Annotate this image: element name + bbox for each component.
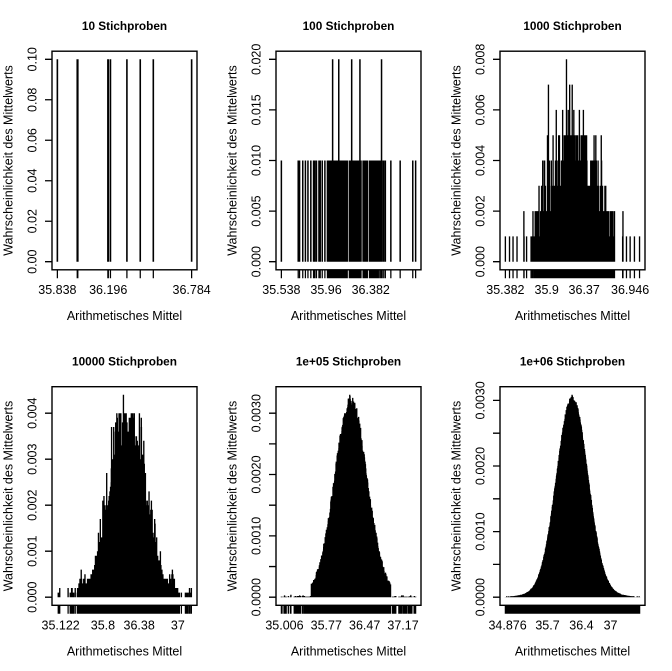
svg-text:35.77: 35.77: [311, 619, 342, 633]
svg-text:0.04: 0.04: [26, 169, 40, 193]
svg-text:0.020: 0.020: [250, 44, 264, 75]
svg-text:Wahrscheinlichkeit des Mittelw: Wahrscheinlichkeit des Mittelwerts: [226, 65, 240, 256]
svg-text:35.9: 35.9: [535, 283, 559, 297]
svg-text:1e+05 Stichproben: 1e+05 Stichproben: [296, 355, 401, 369]
svg-text:0.0020: 0.0020: [250, 455, 264, 493]
svg-text:0.0000: 0.0000: [474, 578, 488, 616]
svg-text:0.005: 0.005: [250, 195, 264, 226]
svg-text:Arithmetisches Mittel: Arithmetisches Mittel: [291, 645, 406, 659]
svg-text:35.7: 35.7: [535, 619, 559, 633]
svg-text:0.004: 0.004: [474, 145, 488, 176]
svg-text:Wahrscheinlichkeit des Mittelw: Wahrscheinlichkeit des Mittelwerts: [226, 401, 240, 592]
svg-text:35.8: 35.8: [91, 619, 115, 633]
svg-text:0.0010: 0.0010: [250, 517, 264, 555]
svg-text:0.000: 0.000: [250, 246, 264, 277]
svg-text:1000 Stichproben: 1000 Stichproben: [523, 19, 621, 33]
svg-text:36.47: 36.47: [349, 619, 380, 633]
svg-text:0.003: 0.003: [26, 444, 40, 475]
svg-text:37: 37: [604, 619, 618, 633]
svg-text:Arithmetisches Mittel: Arithmetisches Mittel: [67, 645, 182, 659]
svg-text:35.96: 35.96: [310, 283, 341, 297]
svg-text:35.538: 35.538: [262, 283, 300, 297]
svg-text:Wahrscheinlichkeit des Mittelw: Wahrscheinlichkeit des Mittelwerts: [450, 401, 464, 592]
svg-text:0.000: 0.000: [26, 582, 40, 613]
svg-text:0.0000: 0.0000: [250, 578, 264, 616]
svg-text:37: 37: [171, 619, 185, 633]
svg-text:1e+06 Stichproben: 1e+06 Stichproben: [520, 355, 625, 369]
svg-text:Arithmetisches Mittel: Arithmetisches Mittel: [291, 309, 406, 323]
svg-text:10000 Stichproben: 10000 Stichproben: [72, 355, 177, 369]
svg-text:0.0030: 0.0030: [474, 381, 488, 419]
svg-text:0.008: 0.008: [474, 44, 488, 75]
svg-text:0.004: 0.004: [26, 398, 40, 429]
svg-text:10 Stichproben: 10 Stichproben: [82, 19, 167, 33]
svg-text:36.196: 36.196: [89, 283, 127, 297]
svg-text:0.010: 0.010: [250, 145, 264, 176]
svg-text:Arithmetisches Mittel: Arithmetisches Mittel: [67, 309, 182, 323]
svg-text:0.02: 0.02: [26, 209, 40, 233]
svg-text:35.382: 35.382: [486, 283, 524, 297]
svg-text:37.17: 37.17: [387, 619, 418, 633]
svg-text:Wahrscheinlichkeit des Mittelw: Wahrscheinlichkeit des Mittelwerts: [450, 65, 464, 256]
svg-text:0.000: 0.000: [474, 246, 488, 277]
svg-text:36.784: 36.784: [173, 283, 211, 297]
svg-text:0.00: 0.00: [26, 249, 40, 273]
svg-text:35.122: 35.122: [42, 619, 80, 633]
svg-text:36.946: 36.946: [611, 283, 649, 297]
svg-text:36.38: 36.38: [124, 619, 155, 633]
svg-text:0.015: 0.015: [250, 94, 264, 125]
svg-text:36.382: 36.382: [352, 283, 390, 297]
svg-text:0.002: 0.002: [26, 490, 40, 521]
svg-text:Wahrscheinlichkeit des Mittelw: Wahrscheinlichkeit des Mittelwerts: [2, 65, 16, 256]
svg-text:100 Stichproben: 100 Stichproben: [303, 19, 395, 33]
svg-text:35.838: 35.838: [38, 283, 76, 297]
svg-text:0.06: 0.06: [26, 128, 40, 152]
svg-text:0.0010: 0.0010: [474, 512, 488, 550]
svg-text:0.002: 0.002: [474, 195, 488, 226]
svg-text:0.0030: 0.0030: [250, 394, 264, 432]
svg-text:0.0020: 0.0020: [474, 447, 488, 485]
svg-text:0.10: 0.10: [26, 47, 40, 71]
svg-text:0.08: 0.08: [26, 88, 40, 112]
svg-text:0.006: 0.006: [474, 94, 488, 125]
svg-text:34.876: 34.876: [488, 619, 526, 633]
svg-text:Arithmetisches Mittel: Arithmetisches Mittel: [515, 309, 630, 323]
svg-text:36.37: 36.37: [569, 283, 600, 297]
svg-text:Wahrscheinlichkeit des Mittelw: Wahrscheinlichkeit des Mittelwerts: [2, 401, 16, 592]
svg-text:36.4: 36.4: [569, 619, 593, 633]
svg-text:35.006: 35.006: [265, 619, 303, 633]
svg-text:0.001: 0.001: [26, 536, 40, 567]
svg-text:Arithmetisches Mittel: Arithmetisches Mittel: [515, 645, 630, 659]
